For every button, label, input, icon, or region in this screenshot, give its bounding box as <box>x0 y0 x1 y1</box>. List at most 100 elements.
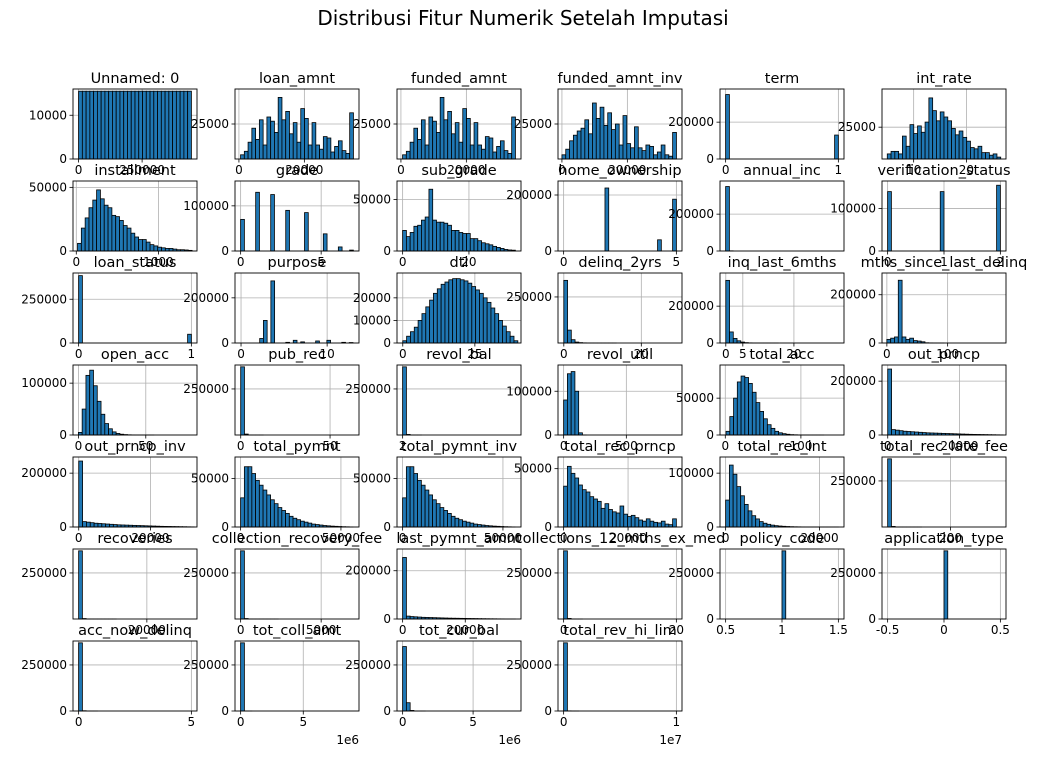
x-tick-label: 0 <box>75 163 83 177</box>
histogram-bar <box>759 521 764 528</box>
histogram-bar <box>563 485 568 528</box>
histogram-bar <box>469 144 475 160</box>
y-tick-label: 0 <box>221 704 229 718</box>
histogram-bar <box>175 90 181 160</box>
histogram-bar <box>89 369 94 436</box>
histogram-bar <box>966 140 971 160</box>
histogram-bar <box>311 122 317 160</box>
x-tick-label: 0 <box>237 255 245 269</box>
histogram-bar <box>582 489 587 528</box>
x-tick-label: 0 <box>560 439 568 453</box>
y-tick-label: 25000 <box>838 120 876 134</box>
histogram-bar <box>887 458 892 528</box>
y-tick-label: 50000 <box>29 180 67 194</box>
histogram-bar <box>420 484 426 528</box>
histogram-bar <box>96 400 102 436</box>
subplot-title: collections_12_mths_ex_med <box>515 531 726 547</box>
histogram-bar <box>443 119 449 160</box>
histogram-bar <box>451 230 456 252</box>
histogram-bar <box>149 90 155 160</box>
histogram-bar <box>887 191 892 252</box>
histogram-bar <box>886 153 892 160</box>
histogram-bar <box>649 145 654 160</box>
histogram-bar <box>774 430 780 436</box>
histogram-bar <box>153 245 159 252</box>
histogram-bar <box>82 521 87 528</box>
y-tick-label: 250000 <box>506 658 552 672</box>
axes-frame <box>557 456 683 528</box>
histogram-bar <box>484 243 490 252</box>
histogram-panel: 10 20 25000 int_rate <box>838 71 1007 177</box>
x-tick-label: 50 <box>322 439 337 453</box>
histogram-bar <box>402 154 407 160</box>
histogram-bar <box>725 499 730 528</box>
histogram-bar <box>653 521 658 528</box>
y-tick-label: 0 <box>868 336 876 350</box>
histogram-bar <box>458 232 464 252</box>
subplot-title: delinq_2yrs <box>578 255 661 271</box>
histogram-bar <box>85 374 91 436</box>
histogram-bar <box>611 129 616 160</box>
x-tick-label: 0 <box>237 531 245 545</box>
histogram-bar <box>84 217 90 252</box>
histogram-bar <box>599 106 605 160</box>
axes-frame <box>72 456 198 528</box>
subplot-title: total_pymnt <box>253 439 341 455</box>
histogram-bar <box>905 145 911 160</box>
histogram-bar <box>565 148 570 160</box>
histogram-bar <box>456 278 461 344</box>
histogram-panel: 0 100 0 50000 total_acc <box>676 347 845 453</box>
histogram-bar <box>289 133 294 160</box>
histogram-bar <box>561 154 567 160</box>
histogram-bar <box>402 646 407 712</box>
x-tick-label: 1 <box>188 347 196 361</box>
subplot-title: inq_last_6mths <box>728 255 837 271</box>
histogram-bar <box>112 90 117 160</box>
histogram-bar <box>255 479 260 528</box>
histogram-bar <box>277 507 283 528</box>
axes-frame <box>234 548 360 620</box>
histogram-panel: 0 100 0 200000 mths_since_last_delinq <box>830 255 1027 361</box>
y-tick-label: 250000 <box>21 658 67 672</box>
histogram-bar <box>161 247 166 252</box>
histogram-bar <box>481 148 486 160</box>
histogram-bar <box>307 144 313 160</box>
histogram-bar <box>304 212 309 252</box>
histogram-panel: 0 50000 0 50000 total_pymnt <box>191 439 360 545</box>
histogram-bar <box>898 153 903 160</box>
x-tick-label: 0 <box>72 255 80 269</box>
subplot-title: home_ownership <box>558 163 681 179</box>
histogram-panel: 0 20000 0 50000 total_rec_prncp <box>514 439 683 545</box>
axes-frame <box>72 272 198 344</box>
histogram-bar <box>436 221 441 252</box>
y-tick-label: 200000 <box>506 188 552 202</box>
axes-frame <box>234 180 360 252</box>
histogram-bar <box>337 140 343 160</box>
y-tick-label: 10000 <box>353 313 391 327</box>
x-tick-label: 1 <box>673 715 681 729</box>
histogram-bar <box>134 90 140 160</box>
histogram-bar <box>584 119 590 160</box>
histogram-bar <box>488 244 494 252</box>
axes-frame <box>72 548 198 620</box>
histogram-bar <box>104 90 110 160</box>
histogram-panel: 0 20000 25000 funded_amnt <box>353 71 522 177</box>
histogram-bar <box>939 191 945 252</box>
histogram-bar <box>240 154 245 160</box>
histogram-bar <box>462 233 467 252</box>
histogram-bar <box>281 119 287 160</box>
histogram-bar <box>748 383 753 436</box>
histogram-bar <box>96 90 102 160</box>
histogram-bar <box>300 520 305 528</box>
histogram-bar <box>243 466 249 528</box>
histogram-bar <box>454 230 460 252</box>
histogram-bar <box>473 122 479 160</box>
histogram-bar <box>315 144 320 160</box>
histogram-panel: 0 5 0 250000 1e6 tot_cur_bal <box>345 623 522 747</box>
histogram-panel: 0 200000 annual_inc <box>668 163 845 258</box>
histogram-bar <box>458 141 464 160</box>
axes-frame <box>557 640 683 712</box>
subplot-title: loan_status <box>94 255 177 271</box>
x-tick-label: 0 <box>399 255 407 269</box>
